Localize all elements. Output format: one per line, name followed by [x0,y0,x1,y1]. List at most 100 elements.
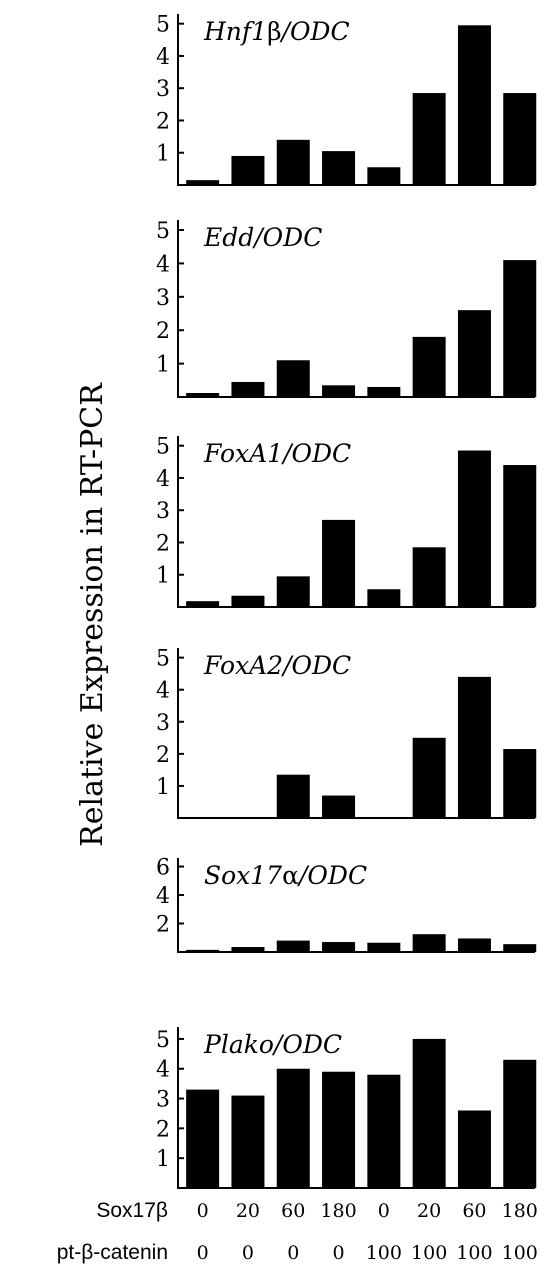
condition-value: 20 [417,1200,441,1222]
bar [322,1071,356,1188]
bar [276,360,310,397]
condition-value: 0 [333,1242,345,1264]
y-tick-label: 4 [156,679,170,704]
panel-1: 1 2 3 4 5 Hnf1β/ODC [156,13,537,186]
bar [186,601,220,607]
bar [276,576,310,607]
panel-title: Hnf1β/ODC [203,17,350,46]
y-tick-label: 3 [156,499,170,524]
y-tick-label: 1 [156,564,170,589]
panel-title-part: FoxA1/ODC [203,439,351,468]
y-tick-label: 4 [156,1058,170,1083]
y-tick-label: 5 [156,435,170,460]
bar [231,595,265,607]
panel-5: 2 4 6 Sox17α/ODC [156,856,537,953]
bar [412,737,446,818]
y-tick-label: 2 [156,1117,170,1142]
bar [503,260,537,397]
y-axis-label: Relative Expression in RT-PCR [75,382,110,847]
bar [412,934,446,952]
panel-2: 1 2 3 4 5 Edd/ODC [156,219,537,398]
bar [503,465,537,607]
condition-value: 0 [378,1200,390,1222]
y-tick-label: 1 [156,142,170,167]
bar [367,942,401,952]
panel-title: Sox17α/ODC [204,861,367,890]
y-tick-label: 4 [156,45,170,70]
y-tick-label: 4 [156,467,170,492]
panel-title-part: /ODC [280,17,350,46]
bar [322,942,356,952]
condition-value: 0 [242,1242,254,1264]
panel-title-part: Hnf1 [203,17,267,46]
panel-6: 1 2 3 4 5 Plako/ODC [156,1027,537,1189]
condition-value: 20 [236,1200,260,1222]
panel-title: Edd/ODC [203,223,322,252]
bar [276,774,310,818]
bar [231,947,265,952]
panel-4: 1 2 3 4 5 FoxA2/ODC [156,647,537,819]
y-tick-label: 2 [156,319,170,344]
y-tick-label: 5 [156,1028,170,1053]
bar [276,1068,310,1188]
y-tick-label: 1 [156,353,170,378]
bar [457,450,491,607]
panel-title-part: β [267,17,281,46]
panel-title: FoxA1/ODC [203,439,351,468]
panel-title: FoxA2/ODC [203,651,351,680]
y-tick-label: 4 [156,884,170,909]
chart-panels: 1 2 3 4 5 Hnf1β/ODC 1 2 3 4 5 Edd/ODC 1 2 3 4 5 FoxA1/ODC… [156,13,537,1189]
y-tick-label: 4 [156,252,170,277]
bar [231,381,265,397]
bar [322,151,356,185]
panel-title: Plako/ODC [203,1030,342,1059]
bar [503,944,537,952]
bar [503,749,537,818]
condition-value: 60 [462,1200,486,1222]
bar [322,795,356,818]
panel-title-part: /ODC [297,861,367,890]
bar [457,310,491,397]
y-tick-label: 2 [156,531,170,556]
bar [503,1059,537,1188]
y-tick-label: 2 [156,743,170,768]
bar [322,385,356,397]
bar [231,155,265,185]
condition-value: 60 [281,1200,305,1222]
bar [457,938,491,952]
condition-value: 100 [456,1242,492,1264]
bar [412,93,446,185]
panel-title-part: FoxA2/ODC [203,651,351,680]
condition-value: 0 [197,1242,209,1264]
y-tick-label: 3 [156,1088,170,1113]
bar [276,940,310,952]
bar [367,589,401,607]
bar [412,547,446,607]
bar [412,336,446,397]
bar [186,1089,220,1188]
condition-labels: Sox17β 0 20 60 180 0 20 60 180 pt-β-catenin 0 0 0 0 10… [57,1199,538,1264]
bar [322,519,356,607]
condition-value: 100 [502,1242,538,1264]
bar [186,180,220,185]
panel-title-part: Plako/ODC [203,1030,342,1059]
bar [186,949,220,952]
bar [412,1038,446,1188]
y-tick-label: 3 [156,711,170,736]
y-tick-label: 3 [156,286,170,311]
y-tick-label: 1 [156,1147,170,1172]
bar [367,1074,401,1188]
y-tick-label: 5 [156,13,170,38]
y-tick-label: 3 [156,77,170,102]
bar [457,25,491,186]
bar [276,139,310,185]
bar [186,392,220,397]
bar [457,676,491,818]
bar [367,167,401,185]
condition-value: 100 [366,1242,402,1264]
condition-row-label: pt-β-catenin [57,1241,168,1264]
condition-value: 180 [320,1200,356,1222]
y-tick-label: 6 [156,856,170,881]
condition-value: 0 [197,1200,209,1222]
